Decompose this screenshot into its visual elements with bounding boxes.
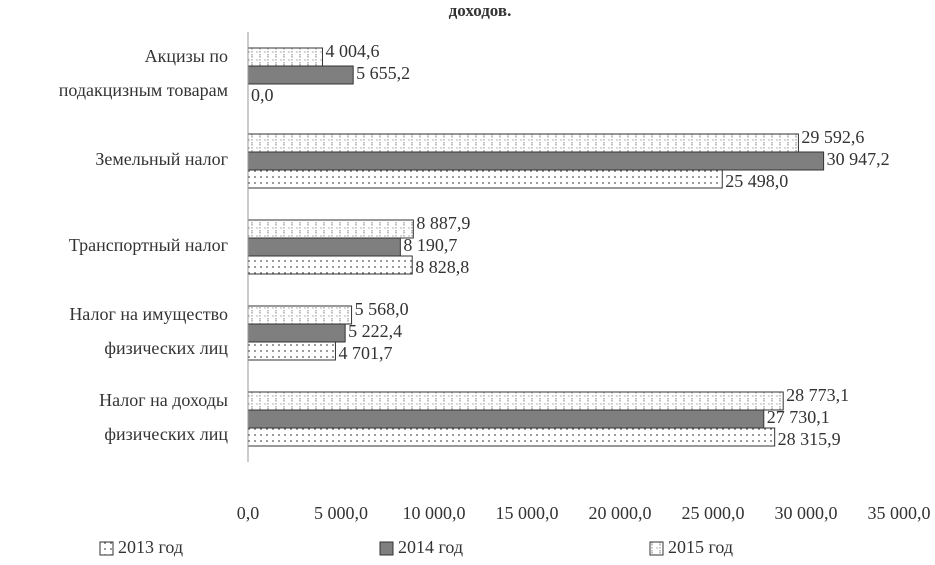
x-tick-label: 30 000,0 [775,503,838,523]
legend-swatch [649,541,664,556]
bar [247,47,323,67]
legend-label: 2014 год [398,537,463,557]
legend-label: 2015 год [668,537,733,557]
x-tick-label: 25 000,0 [682,503,745,523]
bar [247,151,825,171]
legend-swatch [379,541,394,556]
x-tick-label: 5 000,0 [314,503,368,523]
bar [247,65,354,85]
x-tick-label: 35 000,0 [868,503,931,523]
y-tick-label: Налог на имущество физических лиц [69,304,228,358]
x-tick-label: 10 000,0 [403,503,466,523]
value-label: 29 592,6 [801,127,864,147]
y-tick-label: Транспортный налог [69,235,228,255]
bar [247,219,414,239]
value-label: 5 222,4 [348,321,402,341]
bar [247,255,413,275]
bar [247,305,353,325]
x-tick-label: 20 000,0 [589,503,652,523]
bar [247,323,346,343]
value-label: 0,0 [251,85,274,105]
value-label: 8 190,7 [403,235,457,255]
bar [247,237,401,257]
y-tick-label: Земельный налог [95,149,228,169]
value-label: 8 887,9 [416,213,470,233]
value-label: 30 947,2 [827,149,890,169]
value-label: 27 730,1 [767,407,830,427]
legend-label: 2013 год [118,537,183,557]
value-label: 5 655,2 [356,63,410,83]
bar [247,409,765,429]
bar [247,341,336,361]
y-tick-label: Налог на доходы физических лиц [99,390,228,444]
value-label: 28 315,9 [778,429,841,449]
bar [247,169,723,189]
bar [247,133,799,153]
value-label: 5 568,0 [355,299,409,319]
bar [247,391,784,411]
bar [247,427,776,447]
value-label: 25 498,0 [725,171,788,191]
value-label: 4 701,7 [338,343,392,363]
y-tick-label: Акцизы по подакцизным товарам [59,46,228,100]
legend-swatch [99,541,114,556]
value-label: 28 773,1 [786,385,849,405]
value-label: 4 004,6 [325,41,379,61]
chart-title: доходов. [449,1,512,20]
x-tick-label: 15 000,0 [496,503,559,523]
x-tick-label: 0,0 [237,503,260,523]
value-label: 8 828,8 [415,257,469,277]
